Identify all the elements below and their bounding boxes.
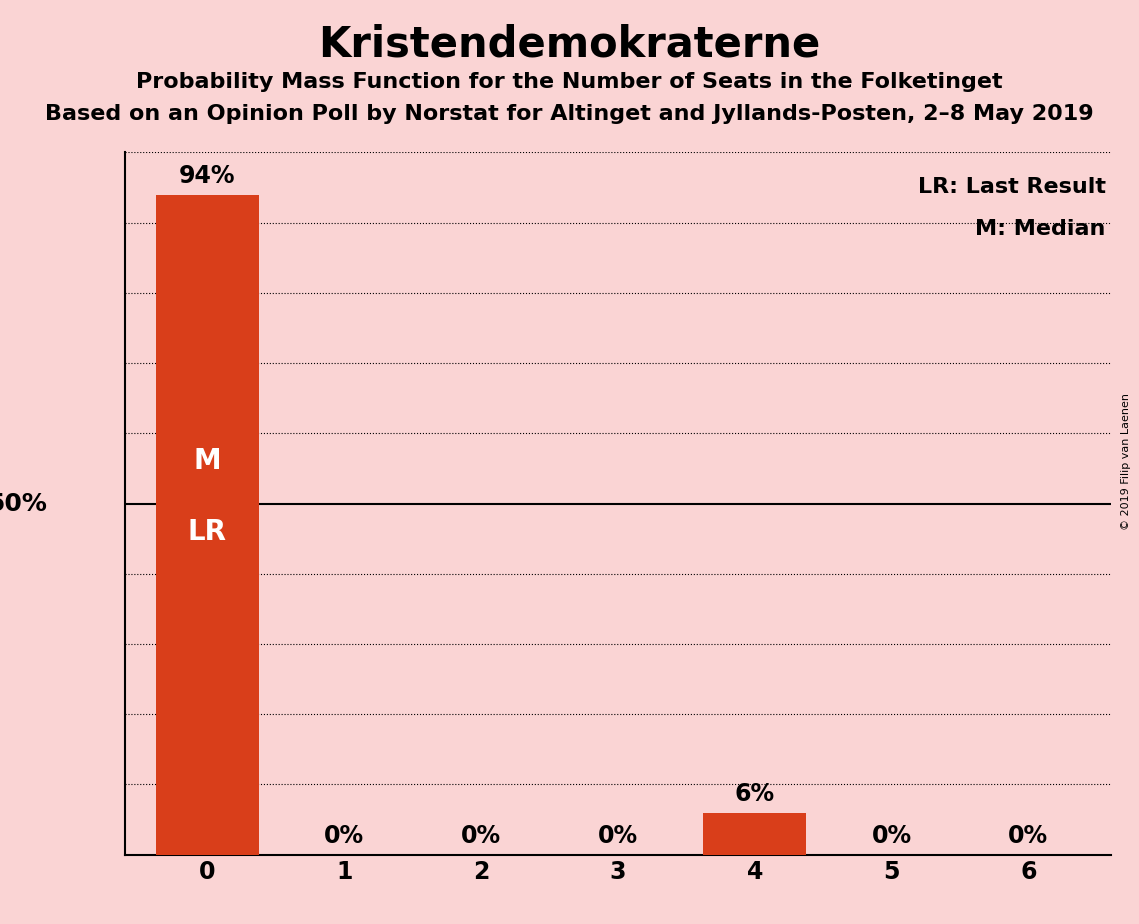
Text: Kristendemokraterne: Kristendemokraterne bbox=[319, 23, 820, 65]
Text: 94%: 94% bbox=[179, 164, 236, 188]
Text: M: M bbox=[194, 447, 221, 476]
Text: M: Median: M: Median bbox=[975, 219, 1106, 239]
Text: 0%: 0% bbox=[325, 823, 364, 847]
Text: LR: Last Result: LR: Last Result bbox=[918, 177, 1106, 197]
Bar bbox=[156, 195, 259, 855]
Bar bbox=[704, 812, 806, 855]
Text: © 2019 Filip van Laenen: © 2019 Filip van Laenen bbox=[1121, 394, 1131, 530]
Text: Based on an Opinion Poll by Norstat for Altinget and Jyllands-Posten, 2–8 May 20: Based on an Opinion Poll by Norstat for … bbox=[46, 104, 1093, 125]
Text: LR: LR bbox=[188, 517, 227, 546]
Text: 0%: 0% bbox=[1008, 823, 1049, 847]
Text: 0%: 0% bbox=[598, 823, 638, 847]
Text: 6%: 6% bbox=[735, 782, 775, 806]
Text: 0%: 0% bbox=[871, 823, 911, 847]
Text: 0%: 0% bbox=[461, 823, 501, 847]
Text: 50%: 50% bbox=[0, 492, 47, 516]
Text: Probability Mass Function for the Number of Seats in the Folketinget: Probability Mass Function for the Number… bbox=[137, 72, 1002, 92]
